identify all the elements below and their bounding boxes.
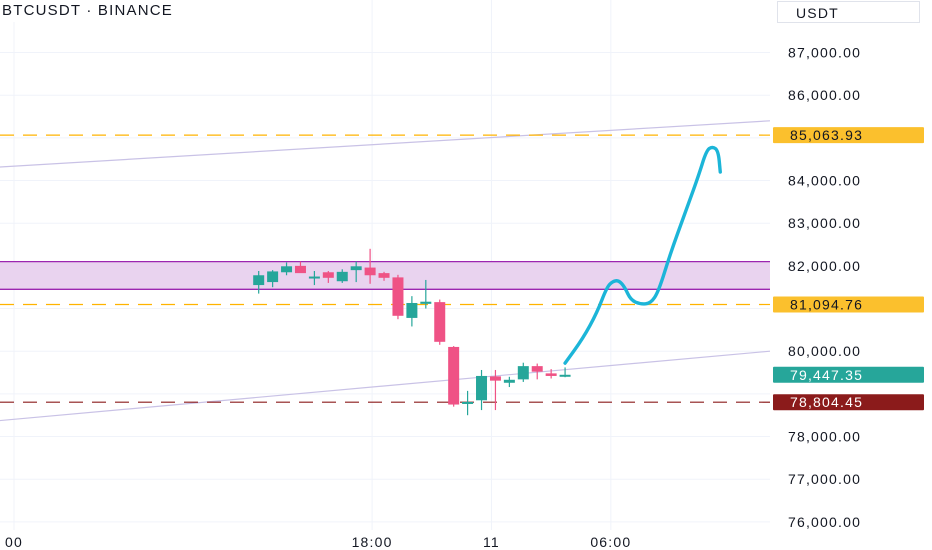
candle-body [545, 373, 557, 376]
projection-path [563, 145, 722, 365]
candle-body [364, 267, 376, 276]
resistance-level-label-bg [773, 127, 924, 144]
currency-unit-label: USDT [796, 5, 839, 21]
candle-body [559, 374, 571, 377]
y-tick-label: 78,000.00 [788, 429, 861, 445]
last-price-label-text: 79,447.35 [790, 367, 863, 383]
candle[interactable] [531, 363, 543, 380]
candle[interactable] [350, 261, 362, 283]
low-level-label-bg [773, 394, 924, 411]
candle[interactable] [462, 390, 474, 416]
candle-body [336, 271, 348, 282]
candle[interactable] [308, 270, 320, 286]
candle-body [392, 277, 404, 316]
support-level-label[interactable]: 81,094.76 [773, 296, 924, 313]
y-tick-label: 77,000.00 [788, 471, 861, 487]
candle-body [406, 302, 418, 318]
candle[interactable] [503, 376, 515, 388]
candle-body [281, 266, 293, 273]
trend-channel [0, 120, 771, 422]
y-tick-label: 80,000.00 [788, 343, 861, 359]
y-tick-label: 87,000.00 [788, 45, 861, 61]
candle[interactable] [545, 369, 557, 379]
candle[interactable] [294, 261, 306, 274]
channel-lower-line [0, 350, 771, 422]
candle[interactable] [434, 299, 446, 345]
candle[interactable] [253, 270, 265, 294]
x-tick-label: 11 [483, 534, 500, 550]
candle[interactable] [517, 362, 529, 382]
resistance-level-label-text: 85,063.93 [790, 127, 863, 143]
support-level-label-bg [773, 296, 924, 313]
low-level-label[interactable]: 78,804.45 [773, 394, 924, 411]
candle[interactable] [559, 367, 571, 378]
last-price-label[interactable]: 79,447.35 [773, 366, 924, 383]
candle[interactable] [336, 269, 348, 283]
candle-body [294, 265, 306, 274]
y-tick-label: 84,000.00 [788, 173, 861, 189]
candle[interactable] [420, 279, 432, 309]
candle[interactable] [406, 296, 418, 327]
candle-body [350, 266, 362, 271]
candle[interactable] [378, 271, 390, 281]
last-price-label-bg [773, 366, 924, 383]
candle-body [476, 375, 488, 401]
candle-body [489, 376, 501, 381]
price-axis[interactable]: 87,000.00 86,000.00 84,000.00 83,000.00 82,0… [771, 0, 932, 550]
candle[interactable] [392, 274, 404, 320]
channel-upper-line [0, 120, 771, 168]
y-tick-label: 76,000.00 [788, 514, 861, 530]
time-axis[interactable]: 00 18:00 11 06:00 [0, 530, 771, 550]
candle-body [462, 401, 474, 404]
candle[interactable] [364, 248, 376, 284]
candle[interactable] [489, 369, 501, 411]
candle[interactable] [448, 346, 460, 407]
candle-body [322, 272, 334, 278]
projected-price-path [563, 145, 722, 365]
x-tick-label: 18:00 [352, 534, 393, 550]
candle-body [448, 346, 460, 405]
candle-body [308, 276, 320, 279]
candle[interactable] [322, 270, 334, 283]
symbol-title: BTCUSDT · BINANCE [0, 0, 173, 22]
candle-body [378, 273, 390, 278]
candle-body [267, 271, 279, 283]
price-axis-bg [771, 0, 932, 550]
candle[interactable] [281, 262, 293, 276]
candle[interactable] [476, 369, 488, 411]
y-tick-label: 86,000.00 [788, 87, 861, 103]
candle-body [434, 302, 446, 342]
price-levels [0, 134, 770, 403]
x-tick-label: 00 [5, 534, 23, 550]
x-tick-label: 06:00 [590, 534, 631, 550]
candles[interactable] [253, 248, 571, 416]
currency-unit[interactable]: USDT [777, 1, 920, 23]
low-level-label-text: 78,804.45 [790, 394, 863, 410]
candle-body [503, 379, 515, 383]
candle-body [420, 301, 432, 304]
y-tick-label: 82,000.00 [788, 258, 861, 274]
resistance-level-label[interactable]: 85,063.93 [773, 127, 924, 143]
support-level-label-text: 81,094.76 [790, 296, 863, 312]
candle[interactable] [267, 270, 279, 288]
candle-body [517, 366, 529, 380]
candle-body [531, 366, 543, 372]
time-axis-bg [0, 530, 771, 550]
y-tick-label: 83,000.00 [788, 215, 861, 231]
candle-body [253, 275, 265, 286]
